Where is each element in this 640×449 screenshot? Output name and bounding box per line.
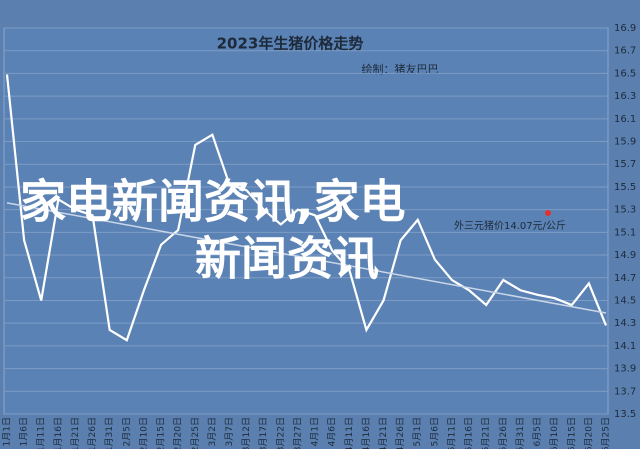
x-tick-label: 6月5日 [532, 417, 543, 446]
x-tick-label: 4月6日 [327, 417, 338, 446]
x-tick-label: 6月10日 [549, 417, 560, 449]
x-tick-label: 1月1日 [2, 417, 13, 446]
x-tick-label: 5月21日 [481, 417, 492, 449]
y-tick-label: 16.9 [614, 23, 636, 34]
x-tick-label: 4月11日 [344, 417, 355, 449]
x-tick-label: 5月11日 [446, 417, 457, 449]
x-tick-label: 2月25日 [190, 417, 201, 449]
y-tick-label: 15.9 [614, 137, 636, 148]
y-tick-label: 15.3 [614, 205, 636, 216]
watermark: 家电新闻资讯,家电 [20, 175, 405, 229]
x-tick-label: 6月15日 [566, 417, 577, 449]
x-tick-label: 3月27日 [292, 417, 303, 449]
y-tick-label: 14.1 [614, 341, 636, 352]
x-tick-label: 1月16日 [53, 417, 64, 449]
x-tick-label: 1月21日 [70, 417, 81, 449]
y-tick-label: 16.1 [614, 114, 636, 125]
x-tick-label: 2月5日 [121, 417, 132, 446]
y-tick-label: 16.5 [614, 68, 636, 79]
y-tick-label: 13.5 [614, 409, 636, 420]
x-tick-label: 3月17日 [258, 417, 269, 449]
x-tick-label: 5月6日 [429, 417, 440, 446]
y-tick-label: 15.1 [614, 227, 636, 238]
chart-title: 2023年生猪价格走势 [217, 35, 364, 53]
y-tick-label: 16.3 [614, 91, 636, 102]
price-line [5, 74, 608, 342]
x-tick-label: 1月11日 [36, 417, 47, 449]
watermark: 新闻资讯 [195, 232, 379, 286]
x-tick-label: 3月12日 [241, 417, 252, 449]
x-tick-label: 3月7日 [224, 417, 235, 446]
y-tick-label: 15.7 [614, 159, 636, 170]
x-tick-label: 5月31日 [515, 417, 526, 449]
x-tick-label: 6月25日 [601, 417, 612, 449]
x-tick-label: 1月6日 [19, 417, 30, 446]
x-tick-label: 3月2日 [207, 417, 218, 446]
y-tick-label: 14.9 [614, 250, 636, 261]
annotation-dot [545, 210, 551, 216]
y-tick-label: 14.3 [614, 318, 636, 329]
x-tick-label: 5月26日 [498, 417, 509, 449]
x-tick-label: 6月20日 [583, 417, 594, 449]
x-tick-label: 2月15日 [156, 417, 167, 449]
y-tick-label: 13.9 [614, 364, 636, 375]
x-tick-label: 1月31日 [104, 417, 115, 449]
y-tick-label: 14.7 [614, 273, 636, 284]
chart-subtitle: 绘制：猪友巴巴 [362, 62, 439, 76]
x-tick-label: 3月22日 [275, 417, 286, 449]
y-tick-label: 13.7 [614, 386, 636, 397]
x-tick-label: 2月10日 [138, 417, 149, 449]
y-tick-label: 16.7 [614, 46, 636, 57]
x-tick-label: 5月1日 [412, 417, 423, 446]
x-tick-label: 5月16日 [464, 417, 475, 449]
y-tick-label: 15.5 [614, 182, 636, 193]
x-tick-label: 4月26日 [395, 417, 406, 449]
x-tick-label: 4月21日 [378, 417, 389, 449]
trend-line [6, 202, 607, 314]
x-tick-label: 4月16日 [361, 417, 372, 449]
x-tick-label: 1月26日 [87, 417, 98, 449]
x-tick-label: 4月1日 [310, 417, 321, 446]
x-tick-label: 2月20日 [173, 417, 184, 449]
annotation: 外三元猪价14.07元/公斤 [454, 220, 566, 232]
y-tick-label: 14.5 [614, 295, 636, 306]
